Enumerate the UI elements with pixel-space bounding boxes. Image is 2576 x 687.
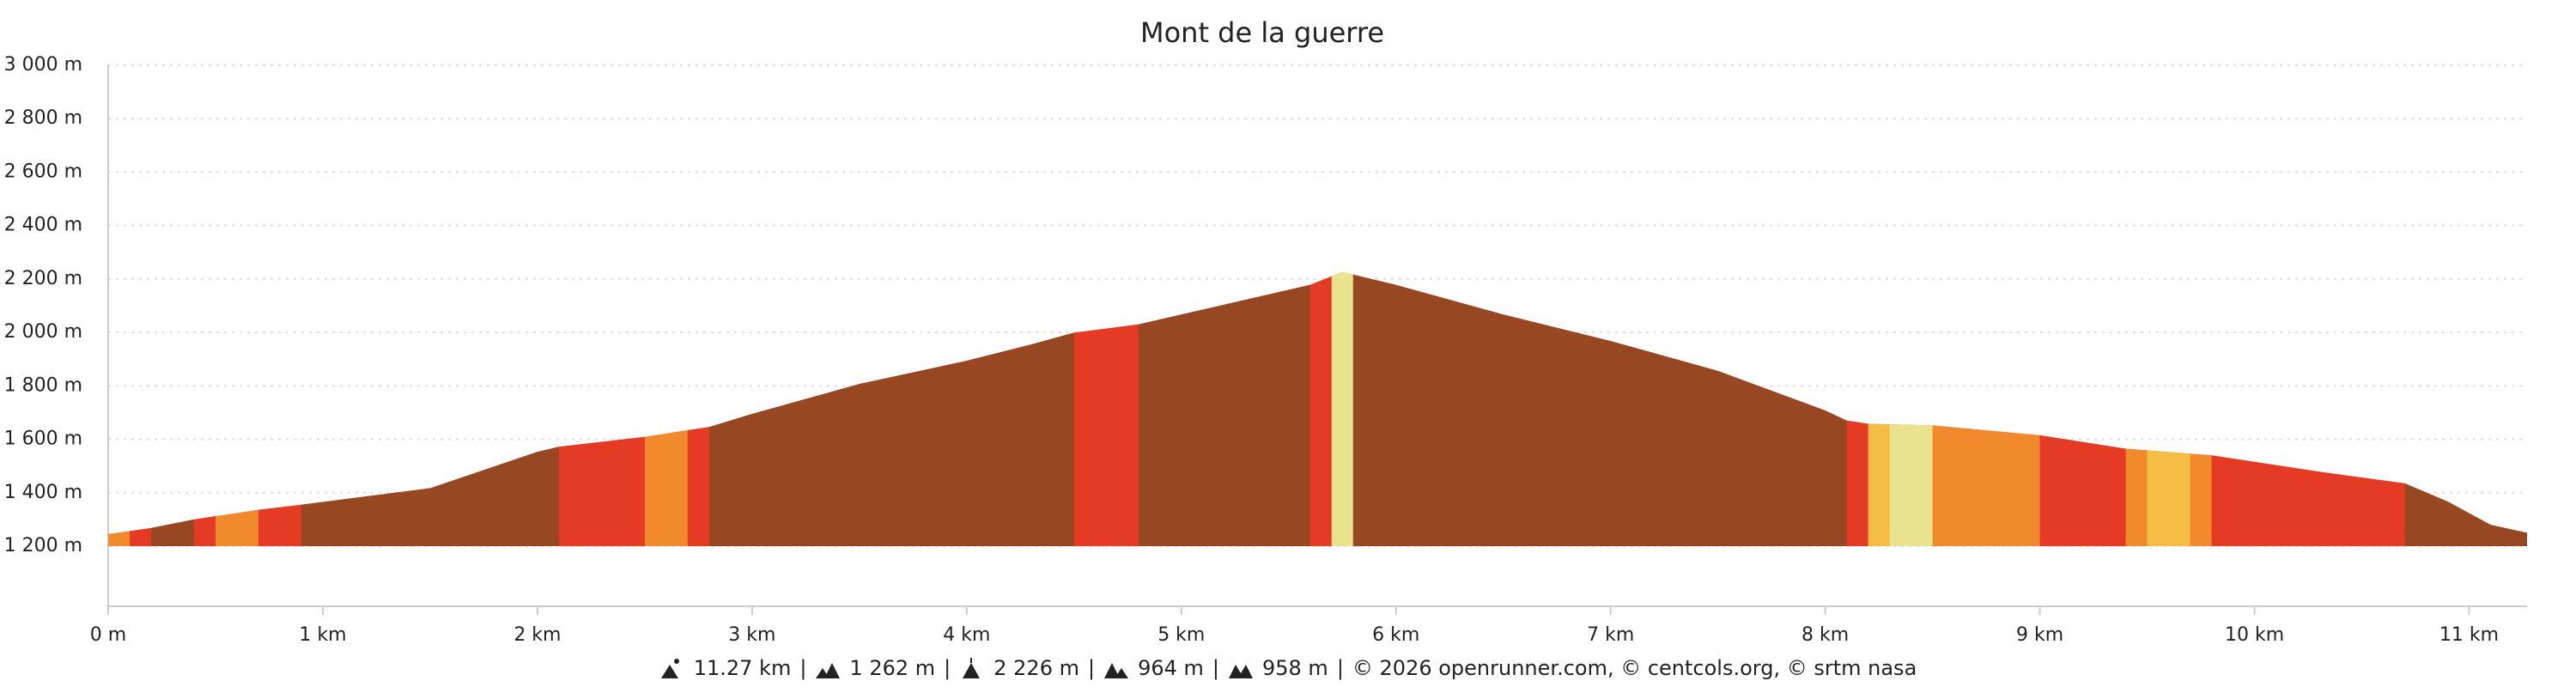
slope-band: [215, 271, 259, 546]
y-tick-label: 1 800 m: [4, 374, 82, 396]
min-icon: [1228, 665, 1253, 678]
footer: 11.27 km | 1 262 m | 2 226 m | 964 m | 9…: [0, 653, 2576, 684]
x-tick-label: 7 km: [1587, 624, 1634, 646]
separator: |: [799, 656, 807, 680]
x-tick-label: 2 km: [513, 624, 561, 646]
slope-band: [558, 271, 646, 546]
chart-title: Mont de la guerre: [1140, 16, 1384, 49]
x-tick-label: 4 km: [943, 624, 990, 646]
x-tick-label: 11 km: [2439, 624, 2499, 646]
slope-band: [687, 271, 710, 546]
separator: |: [1087, 656, 1096, 680]
slope-band: [258, 271, 302, 546]
stat: 1 262 m: [849, 656, 936, 680]
y-tick-label: 1 400 m: [4, 482, 82, 503]
y-tick-label: 1 200 m: [4, 535, 82, 556]
x-tick-label: 9 km: [2016, 624, 2063, 646]
stat: 11.27 km: [693, 656, 792, 680]
x-tick-label: 10 km: [2225, 624, 2284, 646]
slope-band: [150, 271, 195, 546]
slope-band: [1846, 271, 1869, 546]
y-tick-label: 2 000 m: [4, 321, 82, 343]
y-tick-label: 2 400 m: [4, 215, 82, 236]
x-tick-label: 5 km: [1157, 624, 1205, 646]
x-tick-label: 0 m: [90, 624, 126, 646]
slope-band: [301, 271, 560, 546]
slope-band: [1138, 271, 1311, 546]
stat: 958 m: [1261, 656, 1328, 680]
separator: |: [1336, 656, 1344, 680]
x-tick-label: 8 km: [1801, 624, 1849, 646]
y-tick-label: 1 600 m: [4, 429, 82, 450]
stat: 2 226 m: [993, 656, 1079, 680]
slope-band: [2211, 271, 2406, 546]
slope-band: [2147, 271, 2191, 546]
slope-band: [1889, 271, 1934, 546]
separator: |: [944, 656, 951, 680]
slope-band: [644, 271, 689, 546]
y-tick-label: 2 200 m: [4, 268, 82, 289]
x-tick-label: 1 km: [299, 624, 346, 646]
ascent-icon: [816, 663, 841, 678]
descent-icon: [1104, 663, 1129, 678]
slope-band: [1352, 271, 1848, 546]
slope-band: [2125, 271, 2148, 546]
y-tick-label: 2 600 m: [4, 161, 82, 182]
slope-band: [108, 271, 131, 546]
slope-band: [2190, 271, 2213, 546]
slope-band: [129, 271, 152, 546]
slope-band: [1309, 271, 1333, 546]
distance-icon: [660, 659, 679, 678]
slope-band: [1331, 271, 1354, 546]
max-icon: [963, 658, 981, 678]
slope-band: [1868, 271, 1891, 546]
stat: 964 m: [1138, 656, 1204, 680]
x-tick-label: 6 km: [1372, 624, 1419, 646]
separator: |: [1212, 656, 1219, 680]
slope-band: [2039, 271, 2127, 546]
y-tick-label: 3 000 m: [4, 54, 82, 76]
x-tick-label: 3 km: [728, 624, 775, 646]
slope-band: [1932, 271, 2041, 546]
slope-band: [708, 271, 1075, 546]
y-tick-label: 2 800 m: [4, 107, 82, 129]
slope-bands: [108, 271, 2527, 546]
credits: © 2026 openrunner.com, © centcols.org, ©…: [1352, 656, 1917, 680]
chart: Mont de la guerre 1 200 m 1 400 m 1 600 m 1…: [4, 16, 2527, 646]
slope-band: [2404, 271, 2527, 546]
slope-band: [193, 271, 216, 546]
slope-band: [1073, 271, 1139, 546]
